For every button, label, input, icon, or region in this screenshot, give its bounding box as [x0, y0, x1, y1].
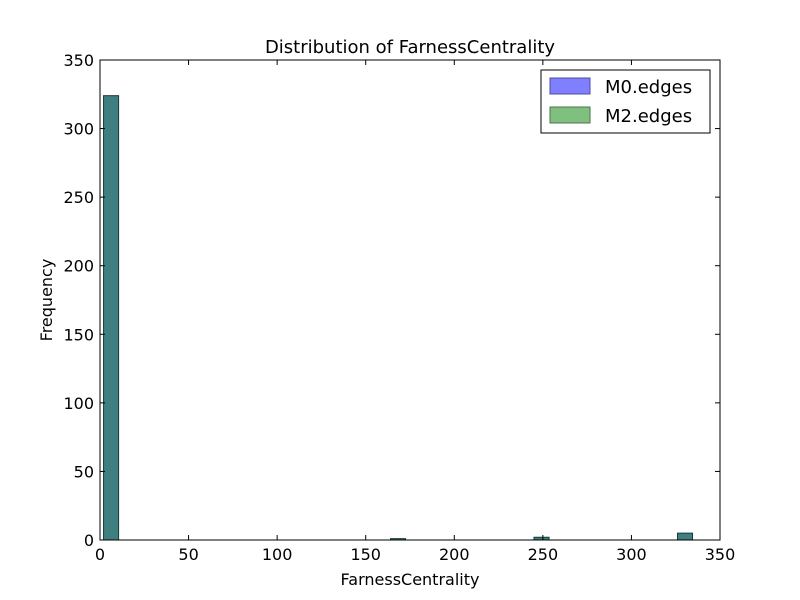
y-tick-label-6: 300: [63, 120, 94, 139]
y-tick-label-1: 50: [74, 462, 94, 481]
legend-swatch-m0: [549, 77, 591, 95]
plot-area: [100, 60, 720, 540]
x-tick-label-2: 100: [262, 545, 293, 564]
y-tick-label-3: 150: [63, 325, 94, 344]
y-tick-label-2: 100: [63, 394, 94, 413]
x-tick-label-0: 0: [95, 545, 105, 564]
x-tick-label-3: 150: [350, 545, 381, 564]
x-tick-label-7: 350: [705, 545, 736, 564]
x-tick-label-5: 250: [528, 545, 559, 564]
y-tick-label-4: 200: [63, 257, 94, 276]
histogram-bar-0: [103, 95, 120, 541]
y-axis-label: Frequency: [37, 259, 56, 342]
legend-swatch-m2: [549, 106, 591, 124]
y-tick-label-0: 0: [84, 531, 94, 550]
ticks-group: 0 50 100 150 200 250 300 350 0 50 100 150 200 250 300 3…: [63, 51, 735, 564]
legend-label-m0: M0.edges: [605, 77, 692, 98]
y-tick-label-7: 350: [63, 51, 94, 70]
x-tick-label-1: 50: [178, 545, 198, 564]
chart-title: Distribution of FarnessCentrality: [265, 37, 555, 58]
plot-frame: [99, 59, 721, 541]
legend: M0.edges M2.edges: [540, 69, 711, 134]
legend-label-m2: M2.edges: [605, 106, 692, 127]
x-tick-label-4: 200: [439, 545, 470, 564]
histogram-bar-3: [676, 532, 694, 541]
x-tick-label-6: 300: [616, 545, 647, 564]
y-tick-label-5: 250: [63, 188, 94, 207]
x-axis-label: FarnessCentrality: [341, 570, 480, 589]
